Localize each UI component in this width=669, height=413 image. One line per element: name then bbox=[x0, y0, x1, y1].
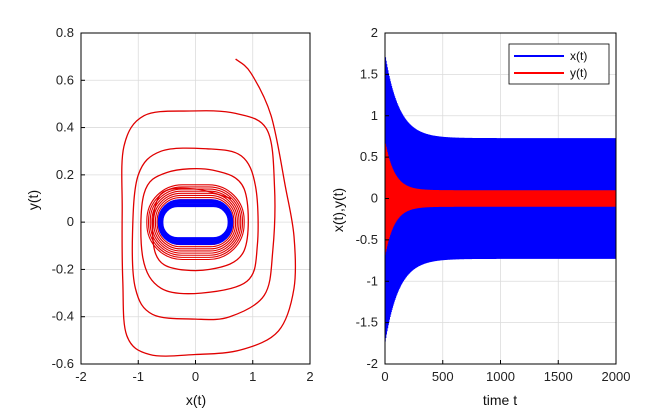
left-ytick-label: 0.6 bbox=[56, 72, 74, 87]
right-ytick-label: 1 bbox=[371, 108, 378, 123]
right-xtick-label: 2000 bbox=[602, 369, 631, 384]
left-xtick-label: 2 bbox=[306, 369, 313, 384]
right-xtick-label: 500 bbox=[432, 369, 454, 384]
right-ytick-label: 0 bbox=[371, 191, 378, 206]
series-x-line bbox=[384, 53, 617, 342]
right-series bbox=[384, 53, 617, 342]
left-yticks: -0.6 -0.4 -0.2 0 0.2 0.4 0.6 0.8 bbox=[52, 25, 85, 371]
limit-cycle-blue bbox=[158, 201, 233, 244]
right-ytick-label: 2 bbox=[371, 25, 378, 40]
left-xtick-label: 0 bbox=[192, 369, 199, 384]
right-xtick-label: 0 bbox=[381, 369, 388, 384]
legend: x(t) y(t) bbox=[508, 43, 610, 85]
left-series bbox=[121, 58, 297, 357]
series-y-line bbox=[384, 140, 617, 255]
left-ytick-label: 0 bbox=[67, 214, 74, 229]
phase-approach-ring bbox=[153, 192, 238, 252]
right-ytick-label: -1.5 bbox=[356, 315, 378, 330]
right-yticks: -2 -1.5 -1 -0.5 0 0.5 1 1.5 2 bbox=[356, 25, 389, 371]
left-ylabel: y(t) bbox=[25, 190, 41, 210]
phase-approach-ring bbox=[154, 194, 237, 250]
right-ytick-label: -0.5 bbox=[356, 232, 378, 247]
left-ytick-label: -0.6 bbox=[52, 356, 74, 371]
phase-approach-ring bbox=[146, 184, 245, 261]
left-ytick-label: 0.2 bbox=[56, 167, 74, 182]
right-xticks: 0 500 1000 1500 2000 bbox=[381, 360, 630, 384]
right-xlabel: time t bbox=[483, 392, 517, 408]
legend-box bbox=[508, 43, 610, 85]
left-ytick-label: -0.2 bbox=[52, 261, 74, 276]
left-xlabel: x(t) bbox=[186, 392, 206, 408]
left-ytick-label: 0.4 bbox=[56, 120, 74, 135]
limit-cycle-blue bbox=[157, 199, 234, 245]
left-xtick-label: -1 bbox=[132, 369, 144, 384]
limit-cycle-blue bbox=[160, 203, 231, 242]
left-xticks: -2 -1 0 1 2 bbox=[75, 360, 314, 384]
right-ytick-label: 1.5 bbox=[360, 66, 378, 81]
right-ytick-label: -1 bbox=[366, 273, 378, 288]
limit-cycle-blue bbox=[161, 204, 230, 240]
phase-approach-ring bbox=[148, 186, 243, 258]
right-xtick-label: 1000 bbox=[486, 369, 515, 384]
right-ytick-label: 0.5 bbox=[360, 149, 378, 164]
phase-approach-ring bbox=[149, 188, 242, 256]
left-grid bbox=[80, 32, 311, 365]
left-xtick-label: 1 bbox=[249, 369, 256, 384]
legend-label-y: y(t) bbox=[570, 66, 587, 80]
right-xtick-label: 1500 bbox=[544, 369, 573, 384]
right-ytick-label: -2 bbox=[366, 356, 378, 371]
phase-portrait-panel: -2 -1 0 1 2 -0.6 -0.4 -0.2 0 0.2 0.4 0.6 0.8 x(t) y… bbox=[25, 25, 314, 408]
left-ytick-label: -0.4 bbox=[52, 309, 74, 324]
time-series-panel: 0 500 1000 1500 2000 -2 -1.5 -1 -0.5 0 0.5 1 1.5 2 t… bbox=[330, 25, 630, 408]
right-ylabel: x(t),y(t) bbox=[330, 188, 346, 232]
legend-label-x: x(t) bbox=[570, 49, 587, 63]
phase-approach-ring bbox=[151, 190, 240, 254]
left-ytick-label: 0.8 bbox=[56, 25, 74, 40]
left-xtick-label: -2 bbox=[75, 369, 87, 384]
phase-approach-ring bbox=[156, 197, 235, 248]
phase-trajectory-red bbox=[121, 58, 297, 357]
